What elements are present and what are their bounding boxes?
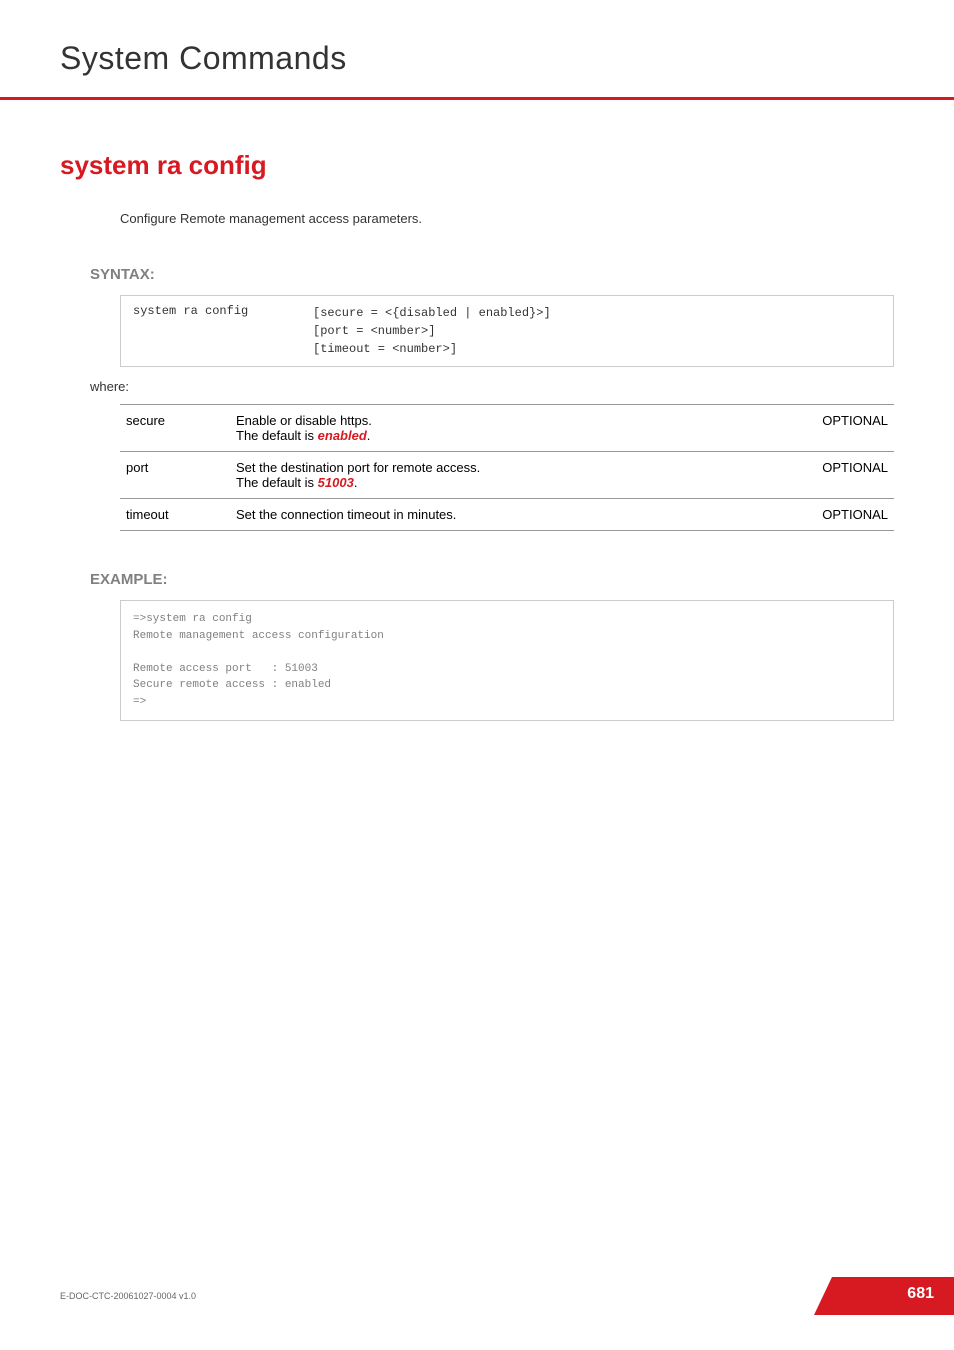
footer: E-DOC-CTC-20061027-0004 v1.0 681 (60, 1277, 954, 1315)
params-table: secure Enable or disable https. The defa… (120, 404, 894, 531)
param-desc: Set the connection timeout in minutes. (230, 499, 794, 531)
param-default-label: The default is (236, 475, 318, 490)
param-default-label: The default is (236, 428, 318, 443)
param-desc-text: Enable or disable https. (236, 413, 372, 428)
where-label: where: (0, 367, 954, 394)
page-badge: 681 (814, 1277, 954, 1315)
syntax-box: system ra config [secure = <{disabled | … (120, 295, 894, 367)
param-name: secure (120, 405, 230, 452)
param-desc-text: Set the connection timeout in minutes. (236, 507, 456, 522)
syntax-command: system ra config (133, 304, 313, 358)
param-default-suffix: . (354, 475, 358, 490)
table-row: port Set the destination port for remote… (120, 452, 894, 499)
param-name: timeout (120, 499, 230, 531)
example-heading: EXAMPLE: (0, 531, 954, 588)
section-title: system ra config (0, 100, 954, 181)
param-name: port (120, 452, 230, 499)
description-text: Configure Remote management access param… (0, 181, 954, 226)
param-required: OPTIONAL (794, 452, 894, 499)
param-default-value: enabled (318, 428, 367, 443)
param-default-suffix: . (367, 428, 371, 443)
syntax-arg-line: [secure = <{disabled | enabled}>] (313, 304, 551, 322)
chapter-title: System Commands (0, 0, 954, 77)
param-default-value: 51003 (318, 475, 354, 490)
param-required: OPTIONAL (794, 499, 894, 531)
syntax-arg-line: [port = <number>] (313, 322, 551, 340)
example-box: =>system ra config Remote management acc… (120, 600, 894, 721)
syntax-heading: SYNTAX: (0, 226, 954, 283)
param-desc: Enable or disable https. The default is … (230, 405, 794, 452)
param-required: OPTIONAL (794, 405, 894, 452)
syntax-args: [secure = <{disabled | enabled}>] [port … (313, 304, 551, 358)
doc-id: E-DOC-CTC-20061027-0004 v1.0 (60, 1291, 196, 1301)
param-desc-text: Set the destination port for remote acce… (236, 460, 480, 475)
param-desc: Set the destination port for remote acce… (230, 452, 794, 499)
page-number: 681 (907, 1285, 934, 1303)
table-row: timeout Set the connection timeout in mi… (120, 499, 894, 531)
table-row: secure Enable or disable https. The defa… (120, 405, 894, 452)
syntax-arg-line: [timeout = <number>] (313, 340, 551, 358)
